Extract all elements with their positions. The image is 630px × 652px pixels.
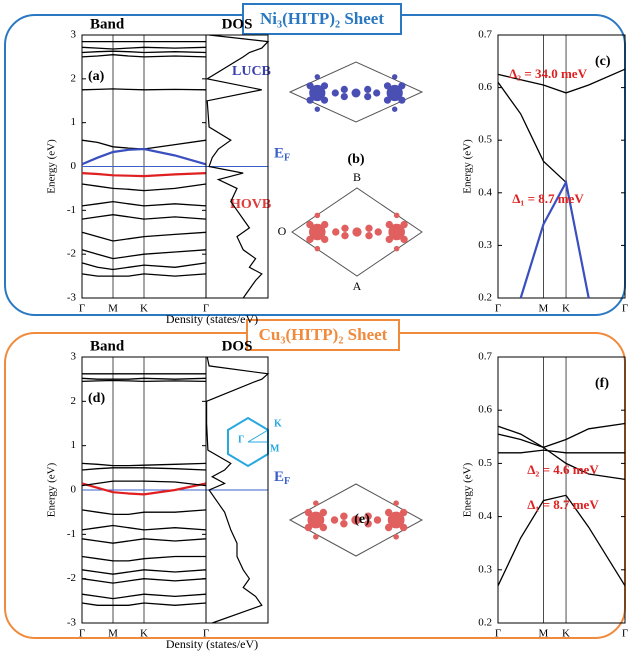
y-axis-label: Energy (eV): [46, 139, 58, 194]
annotation: Δ₁ = 8.7 meV: [512, 191, 584, 206]
y-tick-label: 0.7: [478, 351, 492, 363]
fermi-label: EF: [274, 469, 290, 487]
fermi-label-sub: F: [284, 153, 290, 164]
x-tick-label: Γ: [79, 628, 85, 640]
orbital-density: [306, 213, 408, 252]
y-tick-label: 0.3: [478, 239, 492, 251]
dos-title: DOS: [222, 338, 253, 354]
y-tick-label: -2: [67, 572, 76, 584]
y-tick-label: 0.7: [478, 29, 492, 41]
annotation: Δ₁ = 8.7 meV: [527, 497, 599, 512]
corner-label: A: [353, 279, 362, 293]
y-tick-label: 3: [71, 351, 77, 363]
y-tick-label: -2: [67, 248, 76, 260]
corner-label: B: [353, 170, 361, 184]
y-tick-label: 0.2: [478, 292, 492, 304]
panel-label: (f): [595, 376, 609, 391]
x-tick-label: Γ: [495, 628, 501, 640]
panel-title: Band: [90, 338, 125, 354]
x-tick-label: Γ: [622, 628, 628, 640]
band-line: [498, 450, 625, 453]
x-tick-label: K: [562, 628, 570, 640]
figure: Ni₃(HITP)₂ Sheet Cu₃(HITP)₂ Sheet LUCB (…: [0, 0, 630, 652]
annotation: Δ₂ = 34.0 meV: [509, 66, 588, 81]
y-tick-label: 0.6: [478, 404, 492, 416]
x-tick-label: Γ: [79, 303, 85, 315]
y-tick-label: 0: [71, 160, 77, 172]
y-tick-label: 0.5: [478, 457, 492, 469]
y-tick-label: 2: [71, 395, 77, 407]
dos-x-label: Density (states/eV): [166, 312, 258, 326]
panel-label: (c): [595, 54, 611, 69]
y-tick-label: -1: [67, 528, 76, 540]
y-axis-label: Energy (eV): [462, 139, 474, 194]
y-tick-label: 0.3: [478, 563, 492, 575]
fermi-label-main: E: [274, 469, 284, 485]
dos-title: DOS: [222, 16, 253, 32]
x-tick-label: K: [140, 303, 148, 315]
y-tick-label: 2: [71, 72, 77, 84]
fermi-label-main: E: [274, 146, 284, 162]
panel-label: (a): [88, 69, 105, 84]
y-tick-label: 0.2: [478, 617, 492, 629]
corner-label: O: [278, 224, 287, 238]
band-line: [498, 82, 566, 182]
x-tick-label: M: [538, 303, 548, 315]
bz-label: Γ: [238, 434, 244, 445]
panel-label: (e): [354, 512, 370, 527]
dos-x-label: Density (states/eV): [166, 637, 258, 651]
y-tick-label: -1: [67, 204, 76, 216]
y-tick-label: 0.4: [478, 510, 492, 522]
x-tick-label: M: [108, 628, 118, 640]
fermi-label-sub: F: [284, 476, 290, 487]
orbital-label: LUCB: [232, 64, 271, 79]
y-tick-label: -3: [67, 617, 77, 629]
y-tick-label: 0.5: [478, 134, 492, 146]
y-tick-label: 3: [71, 29, 77, 41]
x-tick-label: Γ: [495, 303, 501, 315]
band-line: [498, 424, 625, 448]
x-tick-label: M: [538, 628, 548, 640]
panel-label: (b): [347, 152, 364, 167]
y-tick-label: 1: [71, 439, 77, 451]
annotation: Δ₂ = 4.6 meV: [527, 462, 599, 477]
section-title: Ni₃(HITP)₂ Sheet: [260, 9, 384, 28]
x-tick-label: K: [562, 303, 570, 315]
panel-label: (d): [88, 391, 105, 406]
bz-path: [248, 430, 268, 442]
x-tick-label: Γ: [622, 303, 628, 315]
section-frame: [5, 15, 625, 315]
fermi-label: EF: [274, 146, 290, 164]
y-tick-label: 0: [71, 484, 77, 496]
section-title: Cu₃(HITP)₂ Sheet: [259, 325, 388, 344]
panel-title: Band: [90, 16, 125, 32]
plot-frame: [498, 357, 625, 623]
y-axis-label: Energy (eV): [46, 462, 58, 517]
y-tick-label: 1: [71, 116, 77, 128]
y-tick-label: 0.6: [478, 81, 492, 93]
x-tick-label: K: [140, 628, 148, 640]
y-tick-label: 0.4: [478, 186, 492, 198]
bz-label: M: [270, 443, 280, 454]
x-tick-label: M: [108, 303, 118, 315]
bz-label: K: [274, 418, 282, 429]
y-axis-label: Energy (eV): [462, 462, 474, 517]
y-tick-label: -3: [67, 292, 77, 304]
